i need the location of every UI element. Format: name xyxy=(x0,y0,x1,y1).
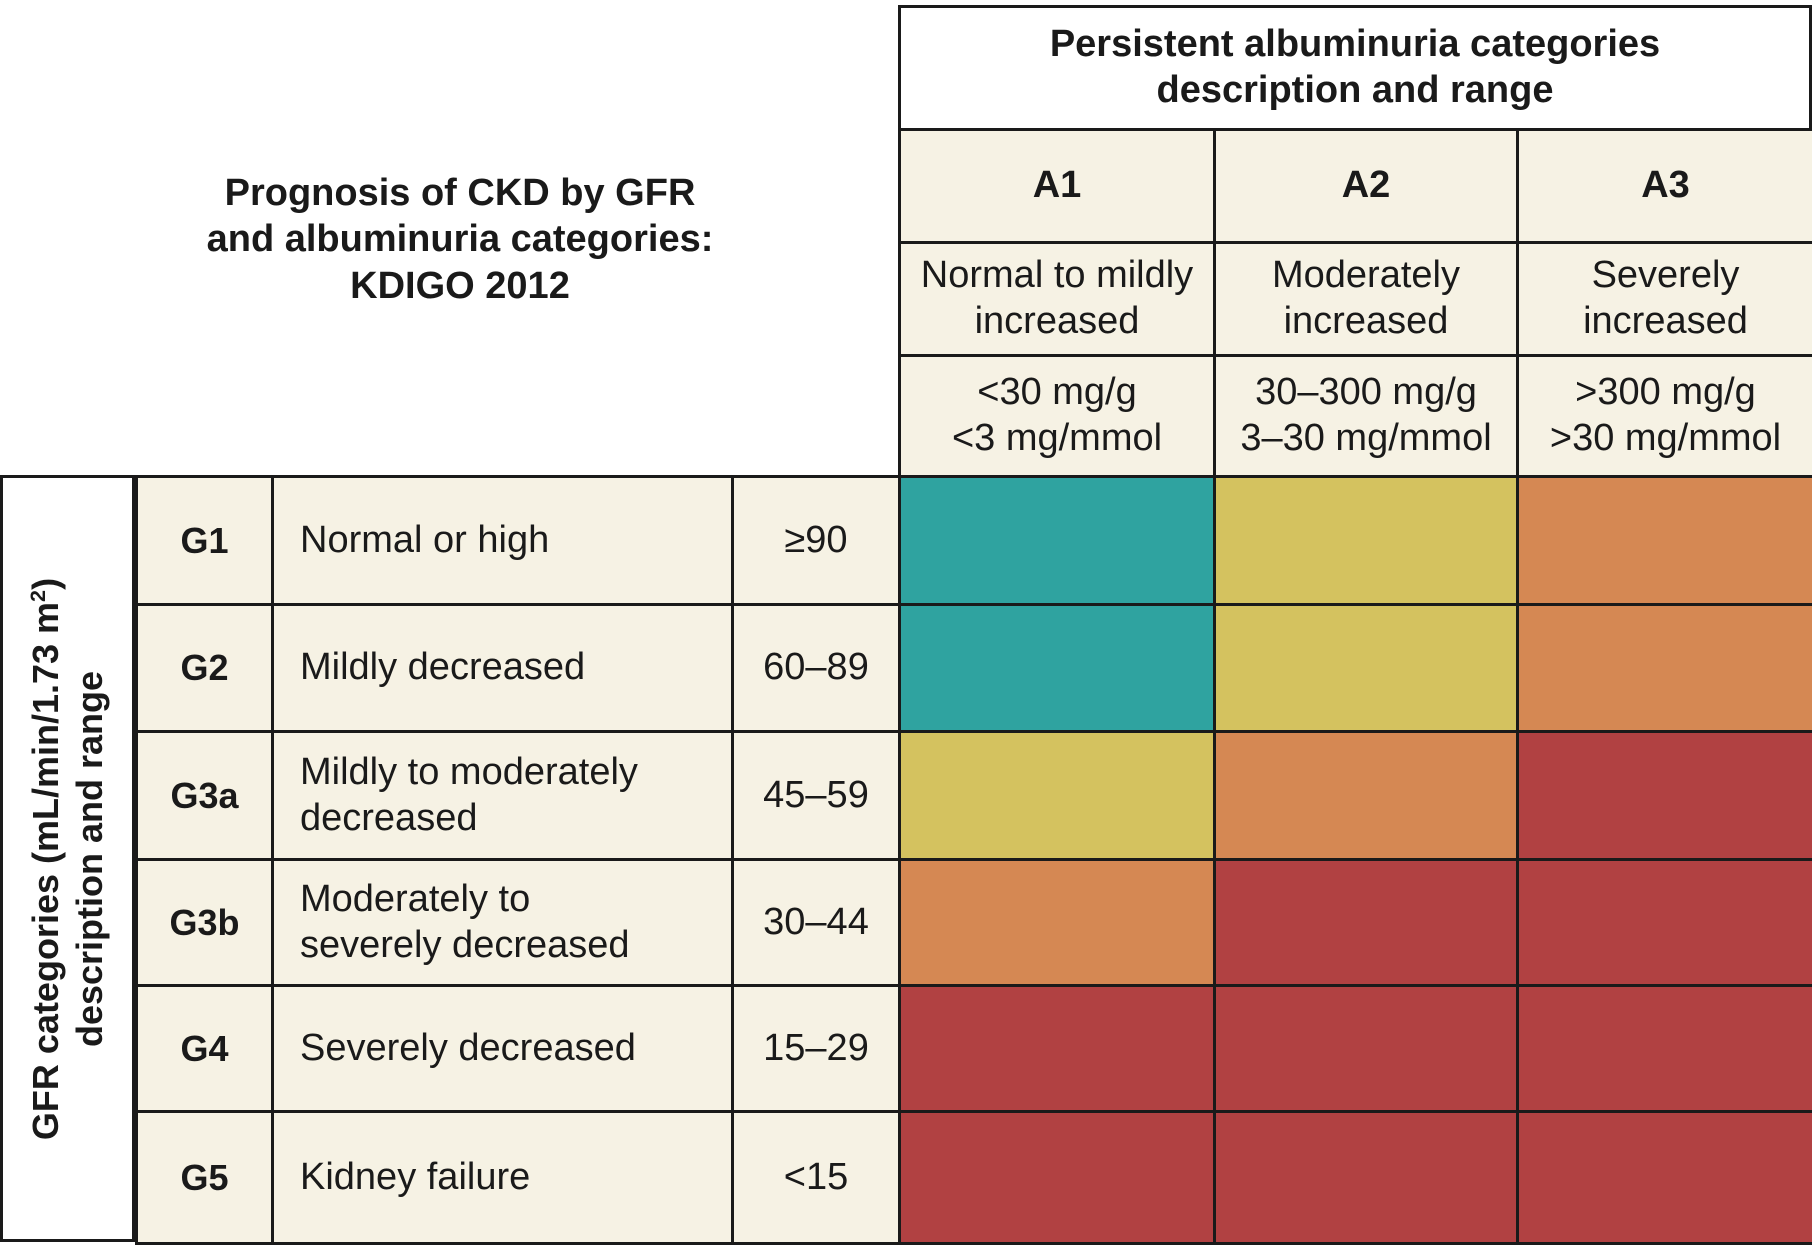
text-line: Kidney failure xyxy=(300,1155,531,1198)
risk-cell-g4-a2 xyxy=(1213,984,1519,1113)
text-line: 3–30 mg/mmol xyxy=(1240,417,1492,459)
gfr-range-g2: 60–89 xyxy=(731,603,901,733)
risk-cell-g1-a2 xyxy=(1213,475,1519,606)
albuminuria-header: Persistent albuminuria categories descrip… xyxy=(898,5,1812,131)
title-line: KDIGO 2012 xyxy=(350,264,570,307)
text-line: <30 mg/g xyxy=(977,371,1137,414)
text-line: increased xyxy=(1583,300,1748,342)
gfr-range-g3b: 30–44 xyxy=(731,858,901,987)
gfr-range-g5: <15 xyxy=(731,1110,901,1245)
gfr-code-g5: G5 xyxy=(135,1110,274,1245)
title-line: and albuminuria categories: xyxy=(206,218,714,261)
text-line: Mildly to moderately xyxy=(300,750,638,793)
gfr-range-g1: ≥90 xyxy=(731,475,901,606)
gfr-code-g2: G2 xyxy=(135,603,274,733)
risk-cell-g3b-a3 xyxy=(1516,858,1812,987)
gfr-code-g1: G1 xyxy=(135,475,274,606)
text-line: severely decreased xyxy=(300,923,630,966)
risk-cell-g3b-a2 xyxy=(1213,858,1519,987)
text-line: Mildly decreased xyxy=(300,646,586,689)
text-line: decreased xyxy=(300,796,478,839)
albuminuria-description-a3: Severely increased xyxy=(1516,241,1812,357)
text-line: Normal to mildly xyxy=(920,254,1194,297)
text-line: description and range xyxy=(1156,69,1554,111)
risk-cell-g3a-a3 xyxy=(1516,730,1812,861)
gfr-description-g5: Kidney failure xyxy=(271,1110,734,1245)
albuminuria-code-a1: A1 xyxy=(898,128,1216,244)
risk-cell-g5-a1 xyxy=(898,1110,1216,1245)
gfr-description-g2: Mildly decreased xyxy=(271,603,734,733)
gfr-code-g4: G4 xyxy=(135,984,274,1113)
albuminuria-description-a1: Normal to mildly increased xyxy=(898,241,1216,357)
albuminuria-code-a2: A2 xyxy=(1213,128,1519,244)
risk-cell-g1-a3 xyxy=(1516,475,1812,606)
risk-cell-g2-a3 xyxy=(1516,603,1812,733)
text-line: increased xyxy=(974,300,1140,342)
gfr-description-g3b: Moderately to severely decreased xyxy=(271,858,734,987)
text-line: >30 mg/mmol xyxy=(1549,417,1782,459)
gfr-code-g3a: G3a xyxy=(135,730,274,861)
risk-cell-g2-a1 xyxy=(898,603,1216,733)
albuminuria-code-a3: A3 xyxy=(1516,128,1812,244)
albuminuria-range-a3: >300 mg/g >30 mg/mmol xyxy=(1516,354,1812,478)
text-line: >300 mg/g xyxy=(1575,371,1756,414)
text-line: <3 mg/mmol xyxy=(951,417,1163,459)
gfr-header-line1: GFR categories (mL/min/1.73 m2) xyxy=(24,577,66,1140)
risk-cell-g5-a3 xyxy=(1516,1110,1812,1245)
text-line: Moderately xyxy=(1272,254,1460,297)
text-line: Normal or high xyxy=(300,518,550,561)
gfr-range-g3a: 45–59 xyxy=(731,730,901,861)
text-line: Severely xyxy=(1591,254,1740,297)
gfr-code-g3b: G3b xyxy=(135,858,274,987)
risk-cell-g4-a1 xyxy=(898,984,1216,1113)
risk-cell-g3b-a1 xyxy=(898,858,1216,987)
risk-cell-g3a-a2 xyxy=(1213,730,1519,861)
albuminuria-range-a1: <30 mg/g <3 mg/mmol xyxy=(898,354,1216,478)
albuminuria-range-a2: 30–300 mg/g 3–30 mg/mmol xyxy=(1213,354,1519,478)
risk-cell-g2-a2 xyxy=(1213,603,1519,733)
gfr-description-g3a: Mildly to moderately decreased xyxy=(271,730,734,861)
gfr-description-g4: Severely decreased xyxy=(271,984,734,1113)
risk-cell-g3a-a1 xyxy=(898,730,1216,861)
text-line: increased xyxy=(1283,300,1449,342)
risk-cell-g5-a2 xyxy=(1213,1110,1519,1245)
risk-cell-g4-a3 xyxy=(1516,984,1812,1113)
albuminuria-description-a2: Moderately increased xyxy=(1213,241,1519,357)
chart-title: Prognosis of CKD by GFR and albuminuria … xyxy=(130,170,790,309)
gfr-description-g1: Normal or high xyxy=(271,475,734,606)
title-line: Prognosis of CKD by GFR xyxy=(224,172,696,214)
gfr-categories-header: GFR categories (mL/min/1.73 m2) descript… xyxy=(0,475,135,1242)
text-line: Moderately to xyxy=(300,877,531,920)
gfr-range-g4: 15–29 xyxy=(731,984,901,1113)
text-line: Persistent albuminuria categories xyxy=(1049,23,1661,66)
text-line: 30–300 mg/g xyxy=(1255,371,1477,414)
gfr-header-line2: description and range xyxy=(68,670,110,1047)
risk-cell-g1-a1 xyxy=(898,475,1216,606)
text-line: Severely decreased xyxy=(300,1026,636,1069)
